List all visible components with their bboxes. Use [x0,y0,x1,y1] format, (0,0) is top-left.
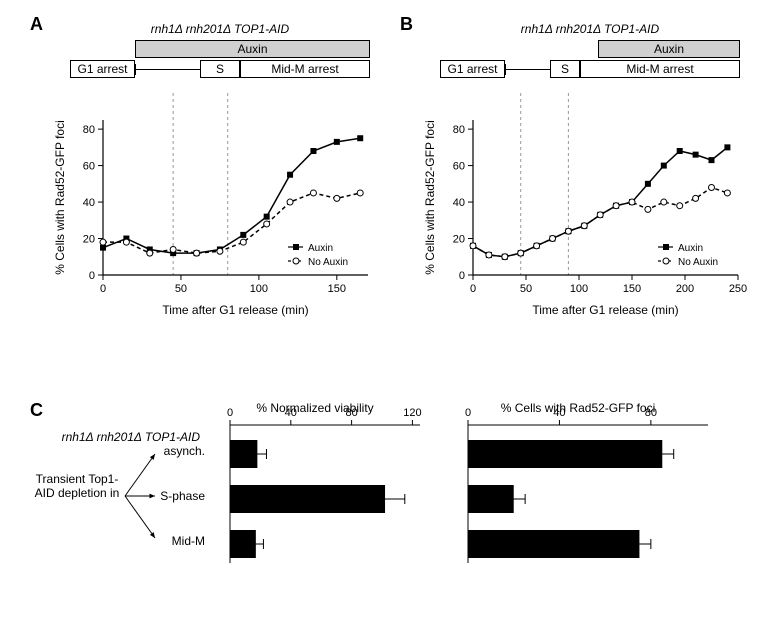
panel-b-auxin-block: Auxin [598,40,740,58]
svg-text:0: 0 [465,407,471,419]
svg-text:0: 0 [100,283,106,295]
panel-a-chart: 0 50 100 150 0 20 40 60 80 Time after G1 release … [48,90,388,320]
svg-text:S-phase: S-phase [160,489,205,503]
svg-text:0: 0 [459,270,465,282]
svg-text:20: 20 [453,234,465,246]
svg-text:100: 100 [570,283,588,295]
panel-a-g1-block: G1 arrest [70,60,135,78]
panel-a-timeline: Auxin G1 arrest S Mid-M arrest [70,40,370,85]
svg-text:150: 150 [328,283,346,295]
panel-c-viability-chart: % Normalized viability04080120 [210,400,440,590]
svg-text:150: 150 [623,283,641,295]
svg-text:40: 40 [453,197,465,209]
svg-text:200: 200 [676,283,694,295]
panel-c-label: C [30,400,43,421]
panel-b-midm-block: Mid-M arrest [580,60,740,78]
svg-text:0: 0 [227,407,233,419]
svg-text:100: 100 [250,283,268,295]
panel-b-genotype: rnh1Δ rnh201Δ TOP1-AID [450,22,730,36]
svg-text:50: 50 [175,283,187,295]
svg-text:0: 0 [89,270,95,282]
panel-a-genotype: rnh1Δ rnh201Δ TOP1-AID [80,22,360,36]
svg-text:80: 80 [453,124,465,136]
svg-text:40: 40 [285,407,297,419]
svg-text:40: 40 [553,407,565,419]
svg-text:80: 80 [345,407,357,419]
svg-text:0: 0 [470,283,476,295]
panel-a-auxin-block: Auxin [135,40,370,58]
panel-a-label: A [30,14,43,35]
svg-text:% Cells with Rad52-GFP foci: % Cells with Rad52-GFP foci [501,401,656,415]
panel-a-midm-block: Mid-M arrest [240,60,370,78]
svg-text:40: 40 [83,197,95,209]
svg-text:250: 250 [729,283,747,295]
svg-text:Time after G1 release (min): Time after G1 release (min) [532,303,678,317]
svg-text:% Cells with Rad52-GFP foci: % Cells with Rad52-GFP foci [53,120,67,275]
svg-text:60: 60 [453,161,465,173]
svg-text:Auxin: Auxin [308,243,333,254]
panel-b-timeline: Auxin G1 arrest S Mid-M arrest [440,40,740,85]
svg-text:Time after G1 release (min): Time after G1 release (min) [162,303,308,317]
panel-b-label: B [400,14,413,35]
svg-text:50: 50 [520,283,532,295]
svg-text:asynch.: asynch. [164,444,205,458]
panel-b-g1-block: G1 arrest [440,60,505,78]
svg-text:Mid-M: Mid-M [172,534,205,548]
panel-c-foci-chart: % Cells with Rad52-GFP foci 0 40 80 [448,400,728,590]
svg-text:60: 60 [83,161,95,173]
svg-text:80: 80 [645,407,657,419]
panel-c-depletion-label: Transient Top1-AID depletion in [32,472,122,501]
svg-text:% Cells with Rad52-GFP foci: % Cells with Rad52-GFP foci [423,120,437,275]
panel-b-s-block: S [550,60,580,78]
svg-text:20: 20 [83,234,95,246]
svg-text:No Auxin: No Auxin [308,257,348,268]
svg-text:No Auxin: No Auxin [678,257,718,268]
panel-b-chart: 0 50 100 150 200 250 0 20 40 60 80 Time after G1 re… [418,90,758,320]
panel-a-s-block: S [200,60,240,78]
svg-text:Auxin: Auxin [678,243,703,254]
svg-text:80: 80 [83,124,95,136]
svg-text:120: 120 [403,407,421,419]
